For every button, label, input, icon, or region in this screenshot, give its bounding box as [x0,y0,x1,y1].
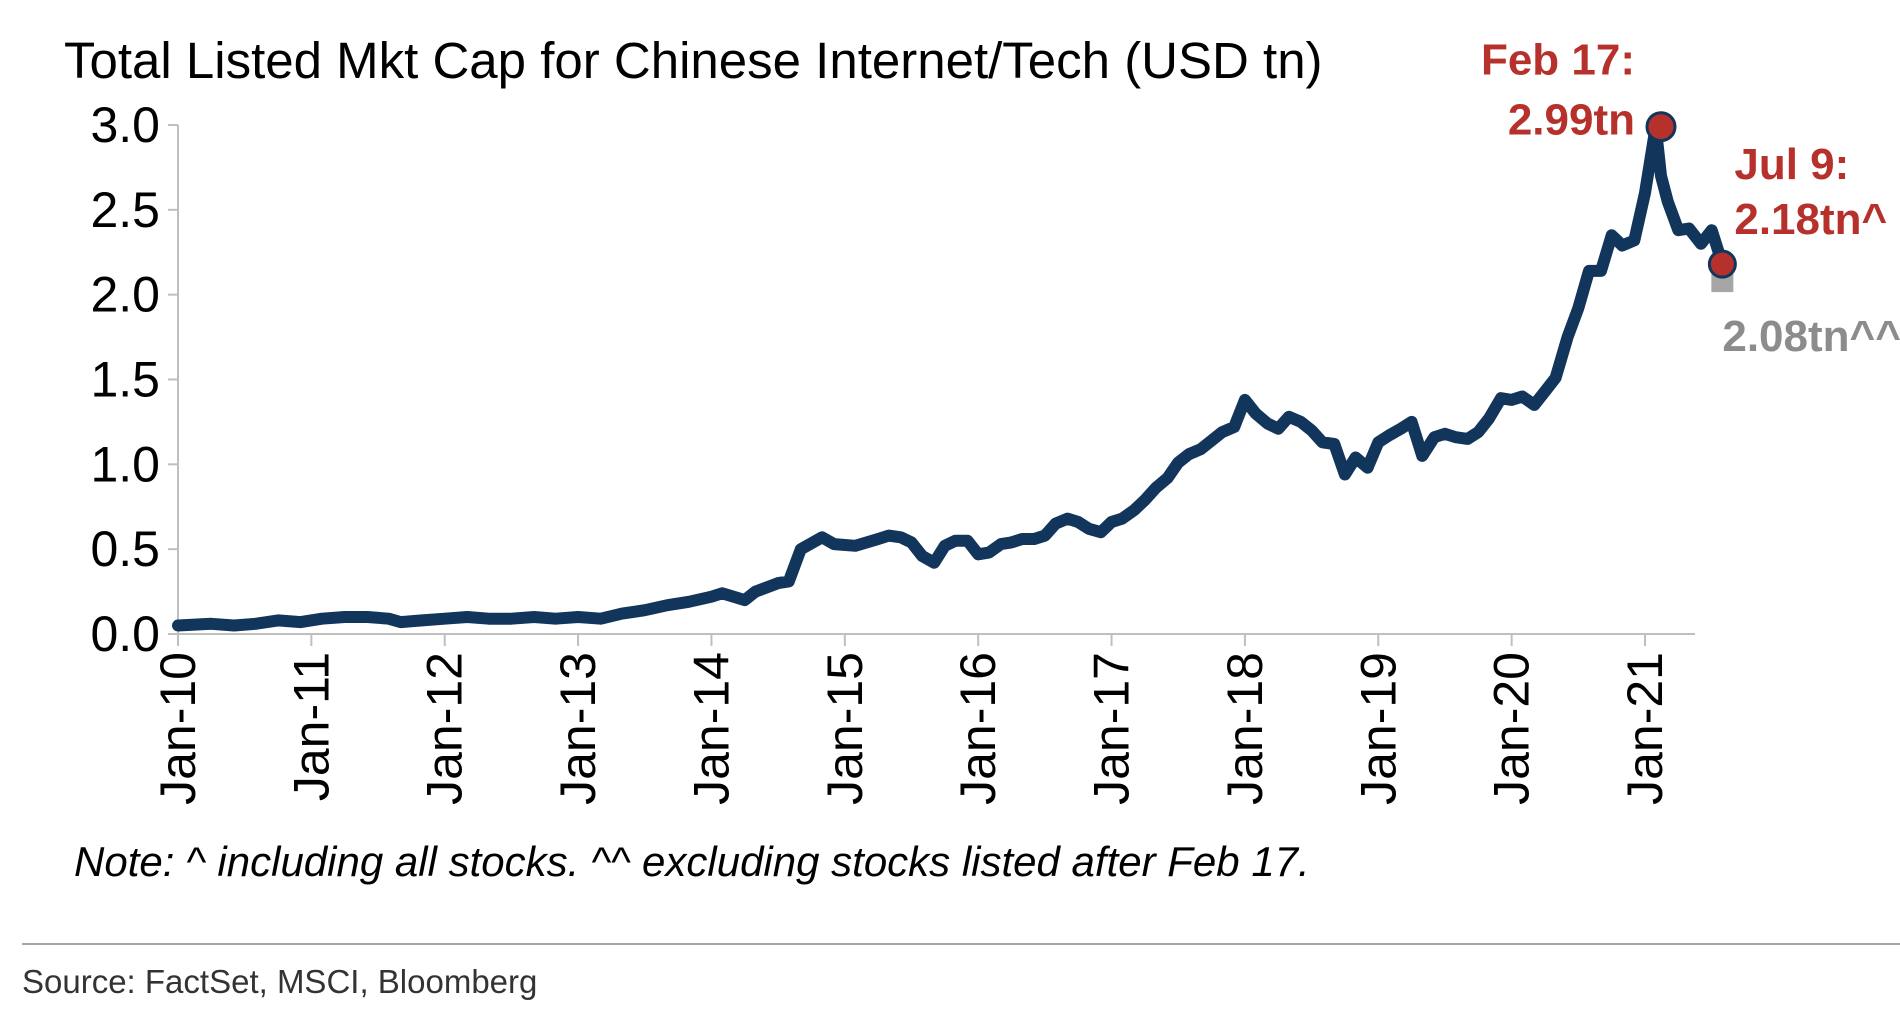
chart-title: Total Listed Mkt Cap for Chinese Interne… [64,32,1323,89]
y-tick-label: 1.0 [90,436,160,492]
x-tick-label: Jan-10 [150,652,206,805]
x-tick-label: Jan-17 [1084,652,1140,805]
x-tick-label: Jan-21 [1617,652,1673,805]
x-tick-label: Jan-15 [817,652,873,805]
y-tick-label: 2.5 [90,182,160,238]
y-axis: 0.0 0.5 1.0 1.5 2.0 2.5 3.0 [90,97,179,662]
x-tick-label: Jan-13 [550,652,606,805]
x-axis: Jan-10 Jan-11 Jan-12 Jan-13 Jan-14 Jan-15 Jan-… [150,633,1695,805]
annotations-group: 2.08tn^^ Jul 9: 2.18tn^ Feb 17: 2.99tn [1481,36,1900,361]
peak-value-marker [1645,111,1677,143]
x-tick-label: Jan-19 [1350,652,1406,805]
x-tick-label: Jan-18 [1217,652,1273,805]
x-tick-label: Jan-12 [417,652,473,805]
latest-value-label: 2.18tn^ [1734,195,1887,244]
chart-note: Note: ^ including all stocks. ^^ excludi… [74,838,1310,885]
y-tick-label: 2.0 [90,267,160,323]
y-tick-label: 1.5 [90,352,160,408]
x-tick-label: Jan-16 [950,652,1006,805]
latest-date-label: Jul 9: [1734,140,1849,189]
x-tick-label: Jan-20 [1484,652,1540,805]
source-text: Source: FactSet, MSCI, Bloomberg [22,963,537,1000]
series-group [172,120,1729,632]
peak-date-label: Feb 17: [1481,36,1635,85]
x-tick-label: Jan-14 [683,652,739,805]
y-tick-label: 0.5 [90,521,160,577]
y-tick-label: 3.0 [90,97,160,153]
x-tick-label: Jan-11 [283,652,339,801]
latest-value-marker [1707,249,1737,279]
series-line [172,120,1729,632]
adjusted-value-label: 2.08tn^^ [1722,312,1900,361]
peak-value-label: 2.99tn [1508,96,1635,145]
y-tick-label: 0.0 [90,606,160,662]
